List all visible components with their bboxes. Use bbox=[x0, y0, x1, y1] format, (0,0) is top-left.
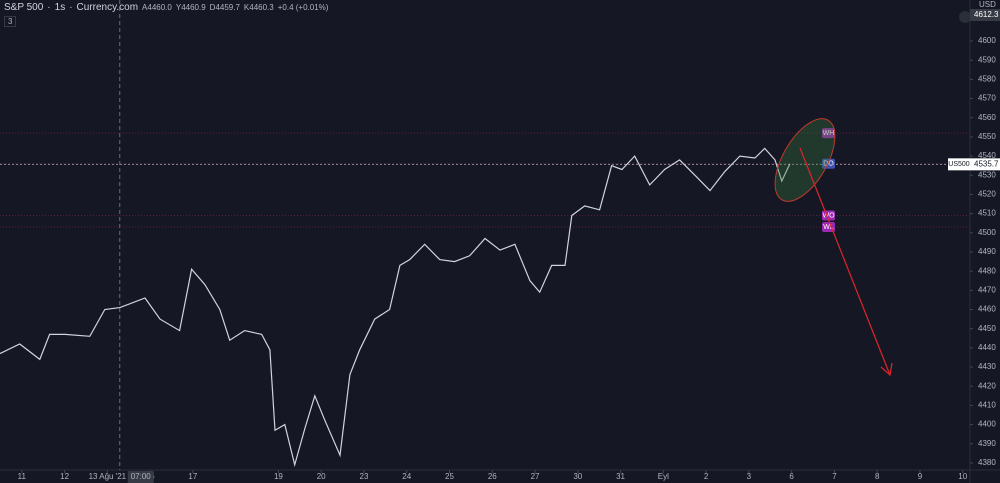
ohlc-high: Y4460.9 bbox=[175, 3, 206, 12]
y-tick-label: 4570 bbox=[978, 94, 996, 103]
y-tick-label: 4490 bbox=[978, 247, 996, 256]
symbol-tag bbox=[948, 158, 970, 171]
level-label: WH bbox=[823, 130, 835, 137]
y-tick-label: 4430 bbox=[978, 362, 996, 371]
x-tick-label: 9 bbox=[918, 472, 923, 481]
level-badge bbox=[822, 128, 835, 139]
y-tick-label: 4500 bbox=[978, 228, 996, 237]
symbol-label: US500 bbox=[948, 161, 970, 168]
x-tick-label: 23 bbox=[360, 472, 369, 481]
y-tick-label: 4550 bbox=[978, 132, 996, 141]
x-tick-label: 31 bbox=[616, 472, 625, 481]
x-tick-label: 13 Ağu '21 bbox=[89, 472, 127, 481]
level-badge bbox=[822, 158, 835, 169]
ohlc-low: D4459.7 bbox=[209, 3, 240, 12]
currency: USD bbox=[979, 0, 996, 9]
symbol: S&P 500 bbox=[4, 2, 44, 13]
settings-button[interactable] bbox=[959, 11, 971, 23]
y-tick-label: 4530 bbox=[978, 170, 996, 179]
y-tick-label: 4520 bbox=[978, 190, 996, 199]
x-tick-label: 11 bbox=[18, 472, 27, 481]
top-price-label: 4612.3 bbox=[974, 10, 999, 19]
y-tick-label: 4410 bbox=[978, 400, 996, 409]
y-tick-label: 4510 bbox=[978, 209, 996, 218]
crosshair-time-label: 07:00 bbox=[131, 472, 152, 481]
crosshair-time-box bbox=[127, 471, 154, 483]
level-label: WL bbox=[823, 224, 834, 231]
y-tick-label: 4590 bbox=[978, 55, 996, 64]
y-tick-label: 4470 bbox=[978, 285, 996, 294]
x-tick-label: 6 bbox=[789, 472, 794, 481]
last-price-tag bbox=[970, 158, 1000, 171]
y-tick-label: 4390 bbox=[978, 439, 996, 448]
indicators-toggle[interactable]: 3 bbox=[4, 16, 17, 27]
y-tick-label: 4460 bbox=[978, 305, 996, 314]
x-tick-label: 19 bbox=[274, 472, 283, 481]
price-line bbox=[0, 147, 791, 468]
y-tick-label: 4480 bbox=[978, 266, 996, 275]
x-tick-label: 8 bbox=[875, 472, 880, 481]
x-tick-label: 2 bbox=[704, 472, 709, 481]
last-price-label: 4535.7 bbox=[974, 159, 999, 168]
arrow-head bbox=[880, 362, 893, 377]
level-label: WO bbox=[822, 212, 835, 219]
x-tick-label: 25 bbox=[445, 472, 454, 481]
y-tick-label: 4540 bbox=[978, 151, 996, 160]
y-tick-label: 4450 bbox=[978, 324, 996, 333]
y-tick-label: 4580 bbox=[978, 74, 996, 83]
x-tick-label: 17 bbox=[188, 472, 197, 481]
interval: 1s bbox=[54, 2, 66, 13]
y-tick-label: 4600 bbox=[978, 36, 996, 45]
x-tick-label: 24 bbox=[402, 472, 411, 481]
y-tick-label: 4440 bbox=[978, 343, 996, 352]
ohlc-close: K4460.3 bbox=[243, 3, 274, 12]
x-tick-label: 3 bbox=[747, 472, 752, 481]
x-tick-label: 27 bbox=[531, 472, 540, 481]
separator: · bbox=[47, 2, 51, 13]
source: Currency.com bbox=[76, 2, 139, 13]
y-tick-label: 4380 bbox=[978, 458, 996, 467]
y-tick-label: 4560 bbox=[978, 113, 996, 122]
x-tick-label: 7 bbox=[832, 472, 837, 481]
top-price-tag bbox=[970, 9, 1000, 21]
ohlc-change: +0.4 (+0.01%) bbox=[277, 3, 329, 12]
ohlc-open: A4460.0 bbox=[142, 3, 172, 12]
separator: · bbox=[69, 2, 73, 13]
header: S&P 500 · 1s · Currency.com A4460.0 Y4460.… bbox=[4, 2, 328, 13]
y-tick-label: 4420 bbox=[978, 381, 996, 390]
x-tick-label: 12 bbox=[60, 472, 69, 481]
x-tick-label: 30 bbox=[573, 472, 582, 481]
y-tick-label: 4400 bbox=[978, 420, 996, 429]
x-tick-label: 10 bbox=[958, 472, 967, 481]
x-tick-label: 20 bbox=[317, 472, 326, 481]
x-tick-label: 26 bbox=[488, 472, 497, 481]
arrow-drawing bbox=[799, 147, 891, 376]
x-tick-label: Eyl bbox=[658, 472, 669, 481]
